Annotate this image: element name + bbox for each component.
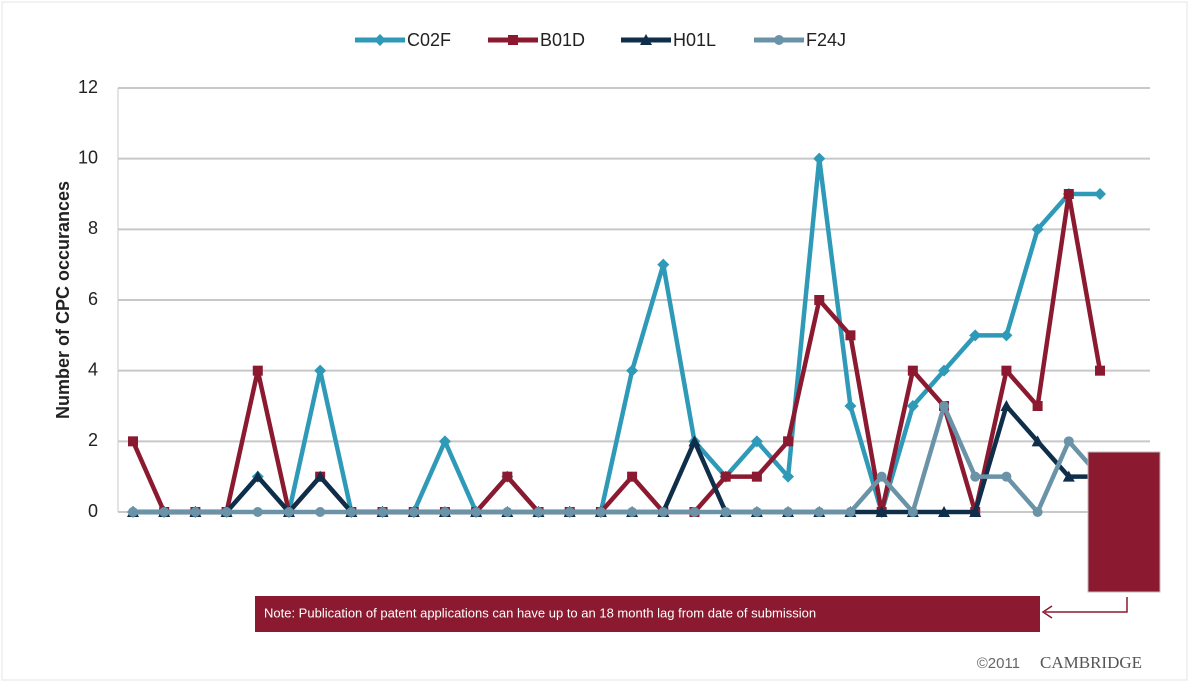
marker [595,507,606,517]
arrow [1045,597,1128,613]
marker [751,507,762,517]
marker [939,401,950,411]
marker [1032,401,1043,411]
marker [627,507,638,517]
note: Note: Publication of patent applications… [264,605,816,620]
marker [627,471,638,482]
marker [782,470,795,483]
marker [969,329,982,342]
marker [845,330,856,341]
marker [1032,507,1043,517]
note-box [255,596,1040,632]
marker [128,436,138,447]
marker [720,507,731,517]
marker [658,507,669,517]
marker [1031,435,1044,447]
marker [1094,188,1106,200]
marker [1031,223,1044,236]
marker [1001,471,1012,482]
marker [938,364,951,377]
marker [128,507,138,517]
legend-label: F24J [806,30,846,50]
marker [251,470,264,482]
marker [813,152,826,165]
legend-label: H01L [673,30,716,50]
marker [774,35,784,45]
marker [1001,365,1012,376]
marker [1063,436,1074,447]
marker [374,34,386,46]
marker [938,506,951,517]
marker [1063,189,1074,199]
marker [502,471,513,482]
y-tick-label: 6 [88,289,98,309]
marker [814,295,825,305]
marker [1095,365,1105,376]
marker [875,506,888,517]
marker [438,435,451,448]
marker [315,507,326,517]
marker [783,436,794,447]
series-line [133,156,1100,515]
marker [783,507,794,517]
marker [314,364,327,377]
marker [1062,470,1075,482]
marker [283,507,294,517]
y-tick-label: 8 [88,218,98,238]
marker [564,507,575,517]
marker [502,507,513,517]
marker [844,400,857,412]
marker [750,435,763,448]
marker [346,507,357,517]
marker [159,507,170,517]
marker [640,34,652,45]
logo: CAMBRIDGE [1040,653,1142,672]
marker [688,435,701,447]
marker [876,471,887,482]
marker [1000,329,1013,342]
marker [845,507,856,517]
marker [408,507,419,517]
marker [252,507,263,517]
marker [471,507,482,517]
marker [252,365,263,376]
marker [689,507,700,517]
y-tick-label: 4 [88,359,98,379]
arrow-head [1041,605,1053,619]
marker [221,507,232,517]
marker [533,507,544,517]
marker [970,471,981,482]
marker [377,507,388,517]
marker [907,507,918,517]
marker [814,507,825,517]
highlight-box [1087,451,1161,593]
series-line [133,403,1102,515]
marker [907,365,918,376]
marker [720,471,731,482]
marker [439,507,450,517]
marker [969,506,982,517]
y-tick-label: 10 [78,147,98,167]
marker [190,507,201,517]
legend-label: C02F [407,30,451,50]
marker [314,470,327,482]
copyright: ©2011 [977,655,1020,672]
marker [1000,400,1013,411]
y-tick-label: 0 [88,501,98,521]
marker [508,35,518,45]
plot: 0 2 4 6 8 10 12 C02F B01D H01L F24J [78,30,1150,521]
y-axis-label: Number of CPC occurances [53,181,73,419]
marker [751,471,762,482]
y-tick-label: 12 [78,77,98,97]
marker [906,400,919,412]
marker [626,364,639,377]
legend-label: B01D [540,30,585,50]
y-tick-label: 2 [88,430,98,450]
marker [657,258,670,271]
